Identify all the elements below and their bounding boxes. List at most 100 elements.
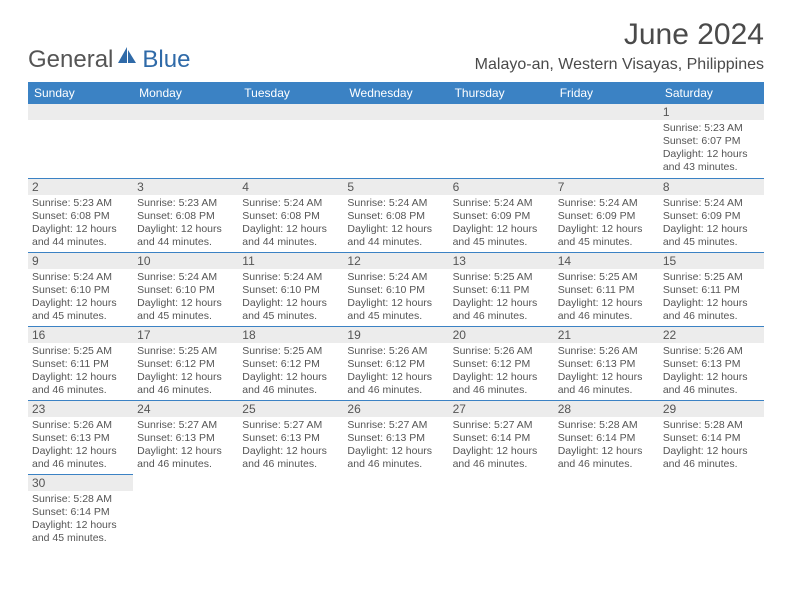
sunrise-line: Sunrise: 5:24 AM (347, 197, 444, 210)
day-number: 2 (28, 179, 133, 195)
day-body: Sunrise: 5:24 AMSunset: 6:09 PMDaylight:… (449, 195, 554, 252)
day-body: Sunrise: 5:27 AMSunset: 6:13 PMDaylight:… (133, 417, 238, 474)
daylight-line: Daylight: 12 hours and 46 minutes. (242, 371, 339, 397)
sunset-line: Sunset: 6:07 PM (663, 135, 760, 148)
day-number: 10 (133, 253, 238, 269)
sunrise-line: Sunrise: 5:28 AM (32, 493, 129, 506)
logo-text-general: General (28, 46, 113, 74)
calendar-row: 30Sunrise: 5:28 AMSunset: 6:14 PMDayligh… (28, 474, 764, 548)
sunrise-line: Sunrise: 5:23 AM (663, 122, 760, 135)
sunrise-line: Sunrise: 5:23 AM (32, 197, 129, 210)
sunrise-line: Sunrise: 5:25 AM (137, 345, 234, 358)
sunrise-line: Sunrise: 5:26 AM (663, 345, 760, 358)
calendar-cell (133, 474, 238, 548)
daylight-line: Daylight: 12 hours and 46 minutes. (558, 297, 655, 323)
day-number: 21 (554, 327, 659, 343)
day-number: 24 (133, 401, 238, 417)
sunrise-line: Sunrise: 5:26 AM (558, 345, 655, 358)
day-number: 8 (659, 179, 764, 195)
day-body: Sunrise: 5:28 AMSunset: 6:14 PMDaylight:… (554, 417, 659, 474)
day-body: Sunrise: 5:25 AMSunset: 6:11 PMDaylight:… (449, 269, 554, 326)
calendar-cell: 12Sunrise: 5:24 AMSunset: 6:10 PMDayligh… (343, 252, 448, 326)
sunset-line: Sunset: 6:09 PM (663, 210, 760, 223)
day-number: 1 (659, 104, 764, 120)
calendar-cell: 9Sunrise: 5:24 AMSunset: 6:10 PMDaylight… (28, 252, 133, 326)
sunrise-line: Sunrise: 5:25 AM (32, 345, 129, 358)
weekday-header: Friday (554, 82, 659, 104)
day-number: 22 (659, 327, 764, 343)
calendar-cell: 10Sunrise: 5:24 AMSunset: 6:10 PMDayligh… (133, 252, 238, 326)
daylight-line: Daylight: 12 hours and 44 minutes. (347, 223, 444, 249)
day-body: Sunrise: 5:24 AMSunset: 6:08 PMDaylight:… (343, 195, 448, 252)
sunset-line: Sunset: 6:14 PM (453, 432, 550, 445)
sunset-line: Sunset: 6:11 PM (453, 284, 550, 297)
day-number: 26 (343, 401, 448, 417)
day-body: Sunrise: 5:23 AMSunset: 6:08 PMDaylight:… (133, 195, 238, 252)
sunrise-line: Sunrise: 5:27 AM (453, 419, 550, 432)
daylight-line: Daylight: 12 hours and 45 minutes. (453, 223, 550, 249)
month-title: June 2024 (475, 18, 764, 52)
sunrise-line: Sunrise: 5:24 AM (453, 197, 550, 210)
weekday-header: Monday (133, 82, 238, 104)
sunrise-line: Sunrise: 5:23 AM (137, 197, 234, 210)
day-number: 13 (449, 253, 554, 269)
daylight-line: Daylight: 12 hours and 46 minutes. (347, 445, 444, 471)
calendar-cell: 20Sunrise: 5:26 AMSunset: 6:12 PMDayligh… (449, 326, 554, 400)
daylight-line: Daylight: 12 hours and 45 minutes. (663, 223, 760, 249)
day-body: Sunrise: 5:26 AMSunset: 6:12 PMDaylight:… (449, 343, 554, 400)
day-number: 6 (449, 179, 554, 195)
calendar-cell: 25Sunrise: 5:27 AMSunset: 6:13 PMDayligh… (238, 400, 343, 474)
daylight-line: Daylight: 12 hours and 45 minutes. (137, 297, 234, 323)
day-number: 18 (238, 327, 343, 343)
calendar-cell: 1Sunrise: 5:23 AMSunset: 6:07 PMDaylight… (659, 104, 764, 178)
day-body: Sunrise: 5:26 AMSunset: 6:13 PMDaylight:… (659, 343, 764, 400)
sunset-line: Sunset: 6:13 PM (663, 358, 760, 371)
sunrise-line: Sunrise: 5:26 AM (453, 345, 550, 358)
calendar-row: 2Sunrise: 5:23 AMSunset: 6:08 PMDaylight… (28, 178, 764, 252)
day-body: Sunrise: 5:23 AMSunset: 6:07 PMDaylight:… (659, 120, 764, 177)
sunset-line: Sunset: 6:13 PM (558, 358, 655, 371)
sunrise-line: Sunrise: 5:25 AM (453, 271, 550, 284)
calendar-cell (554, 104, 659, 178)
calendar-cell: 19Sunrise: 5:26 AMSunset: 6:12 PMDayligh… (343, 326, 448, 400)
daylight-line: Daylight: 12 hours and 46 minutes. (663, 297, 760, 323)
daylight-line: Daylight: 12 hours and 44 minutes. (32, 223, 129, 249)
location-subtitle: Malayo-an, Western Visayas, Philippines (475, 56, 764, 74)
calendar-cell: 22Sunrise: 5:26 AMSunset: 6:13 PMDayligh… (659, 326, 764, 400)
day-number: 17 (133, 327, 238, 343)
sunset-line: Sunset: 6:12 PM (453, 358, 550, 371)
calendar-cell: 17Sunrise: 5:25 AMSunset: 6:12 PMDayligh… (133, 326, 238, 400)
logo-text-blue: Blue (142, 46, 190, 74)
sunrise-line: Sunrise: 5:28 AM (663, 419, 760, 432)
calendar-row: 1Sunrise: 5:23 AMSunset: 6:07 PMDaylight… (28, 104, 764, 178)
day-body: Sunrise: 5:24 AMSunset: 6:09 PMDaylight:… (554, 195, 659, 252)
sunrise-line: Sunrise: 5:24 AM (663, 197, 760, 210)
day-body: Sunrise: 5:24 AMSunset: 6:10 PMDaylight:… (343, 269, 448, 326)
weekday-header: Wednesday (343, 82, 448, 104)
calendar-cell: 14Sunrise: 5:25 AMSunset: 6:11 PMDayligh… (554, 252, 659, 326)
day-body: Sunrise: 5:26 AMSunset: 6:12 PMDaylight:… (343, 343, 448, 400)
daylight-line: Daylight: 12 hours and 46 minutes. (453, 445, 550, 471)
calendar-cell: 8 Sunrise: 5:24 AMSunset: 6:09 PMDaylight… (659, 178, 764, 252)
sunset-line: Sunset: 6:08 PM (137, 210, 234, 223)
sunrise-line: Sunrise: 5:27 AM (137, 419, 234, 432)
day-body: Sunrise: 5:28 AMSunset: 6:14 PMDaylight:… (28, 491, 133, 548)
daylight-line: Daylight: 12 hours and 46 minutes. (558, 371, 655, 397)
day-number: 23 (28, 401, 133, 417)
sunset-line: Sunset: 6:11 PM (663, 284, 760, 297)
calendar-cell: 29Sunrise: 5:28 AMSunset: 6:14 PMDayligh… (659, 400, 764, 474)
sunset-line: Sunset: 6:12 PM (137, 358, 234, 371)
sunrise-line: Sunrise: 5:27 AM (347, 419, 444, 432)
sunset-line: Sunset: 6:11 PM (32, 358, 129, 371)
calendar-cell (659, 474, 764, 548)
day-number: 11 (238, 253, 343, 269)
calendar-cell: 5Sunrise: 5:24 AMSunset: 6:08 PMDaylight… (343, 178, 448, 252)
day-number: 30 (28, 475, 133, 491)
day-body: Sunrise: 5:26 AMSunset: 6:13 PMDaylight:… (554, 343, 659, 400)
calendar-cell (133, 104, 238, 178)
day-body: Sunrise: 5:24 AMSunset: 6:08 PMDaylight:… (238, 195, 343, 252)
sunset-line: Sunset: 6:13 PM (137, 432, 234, 445)
calendar-cell: 30Sunrise: 5:28 AMSunset: 6:14 PMDayligh… (28, 474, 133, 548)
weekday-header: Saturday (659, 82, 764, 104)
sunset-line: Sunset: 6:10 PM (347, 284, 444, 297)
